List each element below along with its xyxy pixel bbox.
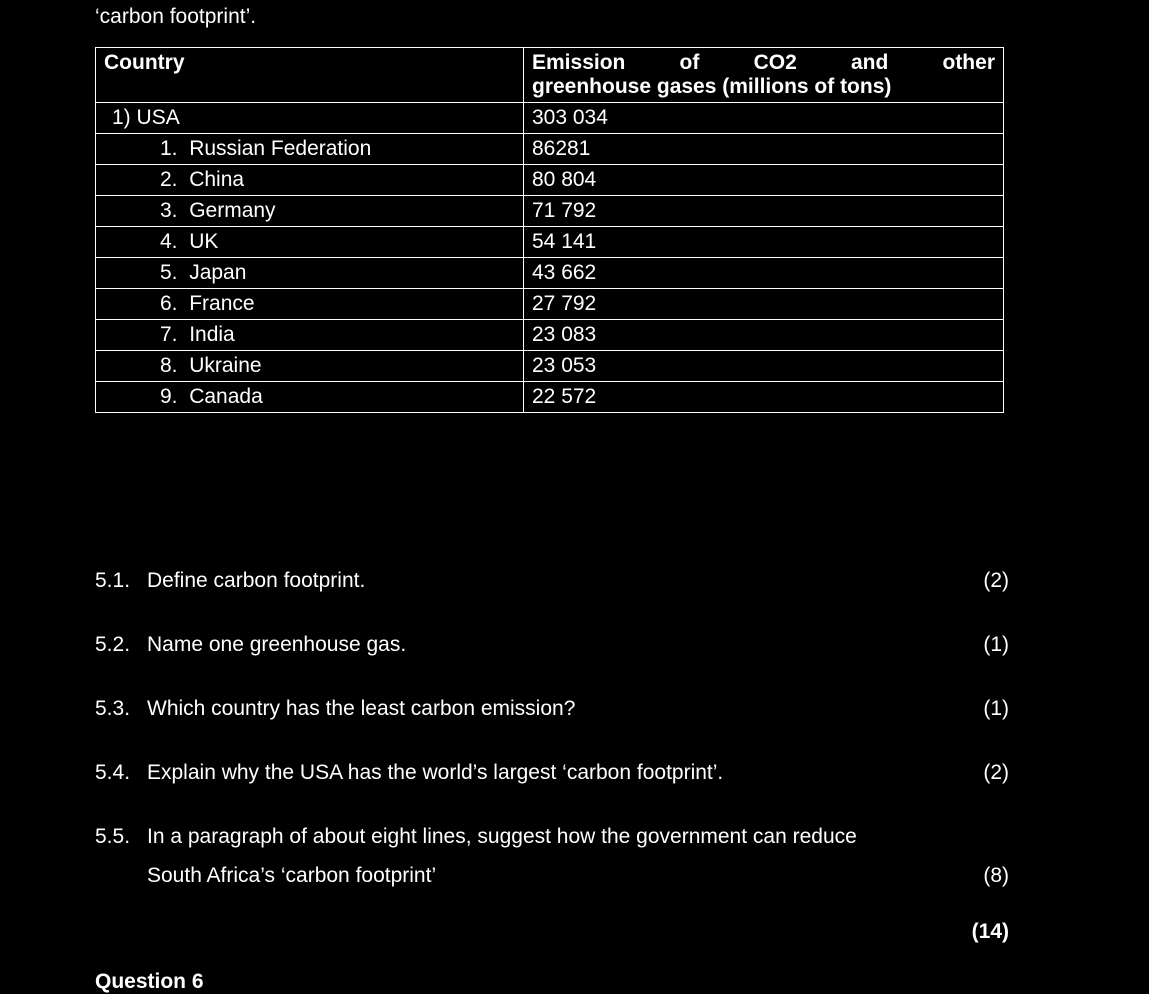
cell-emission: 43 662 <box>524 258 1004 289</box>
table-row: 4. UK54 141 <box>96 227 1004 258</box>
row-country: China <box>189 168 244 191</box>
question-body: In a paragraph of about eight lines, sug… <box>147 817 1009 897</box>
row-country: Ukraine <box>189 354 261 377</box>
table-row: 9. Canada22 572 <box>96 382 1004 413</box>
row-number: 1. <box>160 137 178 160</box>
row-number: 2. <box>160 168 178 191</box>
total-marks-row: (14) <box>95 920 1009 944</box>
question-text: 5.3.Which country has the least carbon e… <box>95 689 969 729</box>
emissions-table: Country Emission of CO2 and other greenh… <box>95 47 1004 413</box>
row-number: 8. <box>160 354 178 377</box>
row-country: Russian Federation <box>189 137 371 160</box>
question-text: 5.2.Name one greenhouse gas. <box>95 625 969 665</box>
cell-country: 4. UK <box>96 227 524 258</box>
cell-emission: 23 053 <box>524 351 1004 382</box>
col-header-country: Country <box>96 48 524 103</box>
cell-emission: 80 804 <box>524 165 1004 196</box>
question-marks: (8) <box>969 856 1009 896</box>
emissions-table-body: 1) USA303 0341. Russian Federation862812… <box>96 103 1004 413</box>
row-number: 6. <box>160 292 178 315</box>
cell-emission: 303 034 <box>524 103 1004 134</box>
question-number: 5.1. <box>95 561 143 601</box>
next-question-heading: Question 6 <box>95 970 1009 994</box>
question-text: 5.4.Explain why the USA has the world’s … <box>95 753 969 793</box>
row-number: 4. <box>160 230 178 253</box>
question-marks: (1) <box>969 625 1009 665</box>
question-row: 5.4.Explain why the USA has the world’s … <box>95 753 1009 793</box>
question-body: Explain why the USA has the world’s larg… <box>147 753 969 793</box>
row-number: 3. <box>160 199 178 222</box>
question-marks: (2) <box>969 753 1009 793</box>
cell-country: 1) USA <box>96 103 524 134</box>
cell-emission: 22 572 <box>524 382 1004 413</box>
row-country: France <box>189 292 254 315</box>
table-row: 3. Germany71 792 <box>96 196 1004 227</box>
table-row: 7. India23 083 <box>96 320 1004 351</box>
question-number: 5.3. <box>95 689 143 729</box>
cell-emission: 86281 <box>524 134 1004 165</box>
question-body: Define carbon footprint. <box>147 561 969 601</box>
col-header-emission-line1: Emission of CO2 and other <box>532 51 995 75</box>
total-marks: (14) <box>972 920 1009 944</box>
intro-fragment: ‘carbon footprint’. <box>95 5 1009 29</box>
question-row: 5.1.Define carbon footprint.(2) <box>95 561 1009 601</box>
question-text: 5.5.In a paragraph of about eight lines,… <box>95 817 1009 897</box>
table-row: 1) USA303 034 <box>96 103 1004 134</box>
row-number: 7. <box>160 323 178 346</box>
question-body: Which country has the least carbon emiss… <box>147 689 969 729</box>
cell-emission: 71 792 <box>524 196 1004 227</box>
questions-block: 5.1.Define carbon footprint.(2)5.2.Name … <box>95 561 1009 896</box>
cell-emission: 23 083 <box>524 320 1004 351</box>
question-number: 5.4. <box>95 753 143 793</box>
question-marks: (2) <box>969 561 1009 601</box>
question-body-line1: In a paragraph of about eight lines, sug… <box>147 817 1009 857</box>
table-row: 6. France27 792 <box>96 289 1004 320</box>
row-country: Japan <box>189 261 246 284</box>
question-row: 5.2.Name one greenhouse gas.(1) <box>95 625 1009 665</box>
row-number: 9. <box>160 385 178 408</box>
cell-country: 3. Germany <box>96 196 524 227</box>
cell-country: 9. Canada <box>96 382 524 413</box>
cell-country: 5. Japan <box>96 258 524 289</box>
cell-country: 8. Ukraine <box>96 351 524 382</box>
question-body: Name one greenhouse gas. <box>147 625 969 665</box>
question-row: 5.3.Which country has the least carbon e… <box>95 689 1009 729</box>
table-header-row: Country Emission of CO2 and other greenh… <box>96 48 1004 103</box>
question-marks: (1) <box>969 689 1009 729</box>
cell-country: 2. China <box>96 165 524 196</box>
row-country: Germany <box>189 199 275 222</box>
cell-country: 1. Russian Federation <box>96 134 524 165</box>
cell-country: 6. France <box>96 289 524 320</box>
question-text: 5.1.Define carbon footprint. <box>95 561 969 601</box>
row-country: USA <box>137 106 180 129</box>
col-header-emission: Emission of CO2 and other greenhouse gas… <box>524 48 1004 103</box>
table-row: 5. Japan43 662 <box>96 258 1004 289</box>
row-number: 5. <box>160 261 178 284</box>
question-body-line2: South Africa’s ‘carbon footprint’ <box>147 856 436 896</box>
table-row: 2. China80 804 <box>96 165 1004 196</box>
row-country: UK <box>189 230 218 253</box>
question-row: 5.5.In a paragraph of about eight lines,… <box>95 817 1009 897</box>
col-header-emission-line2: greenhouse gases (millions of tons) <box>532 75 995 99</box>
cell-emission: 27 792 <box>524 289 1004 320</box>
table-row: 1. Russian Federation86281 <box>96 134 1004 165</box>
question-number: 5.2. <box>95 625 143 665</box>
cell-emission: 54 141 <box>524 227 1004 258</box>
table-row: 8. Ukraine23 053 <box>96 351 1004 382</box>
row-country: India <box>189 323 235 346</box>
row-country: Canada <box>189 385 263 408</box>
cell-country: 7. India <box>96 320 524 351</box>
row-number: 1) <box>112 106 131 129</box>
question-number: 5.5. <box>95 817 143 897</box>
